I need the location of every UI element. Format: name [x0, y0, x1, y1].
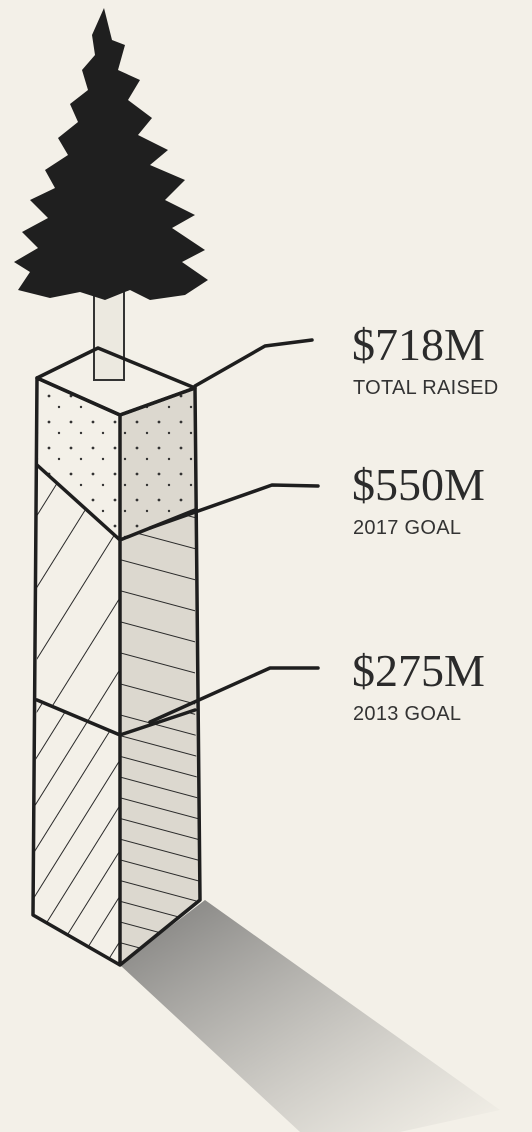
pillar: [31, 346, 202, 967]
milestone-caption: 2017 GOAL: [353, 517, 461, 539]
milestone-amount: $275M: [352, 645, 485, 696]
milestone-amount: $718M: [352, 319, 485, 370]
milestone-caption: TOTAL RAISED: [353, 377, 499, 399]
milestone-amount: $550M: [352, 459, 485, 510]
milestone-caption: 2013 GOAL: [353, 703, 461, 725]
shadow: [120, 900, 500, 1132]
leaders: [148, 338, 320, 724]
tree: [14, 8, 208, 381]
